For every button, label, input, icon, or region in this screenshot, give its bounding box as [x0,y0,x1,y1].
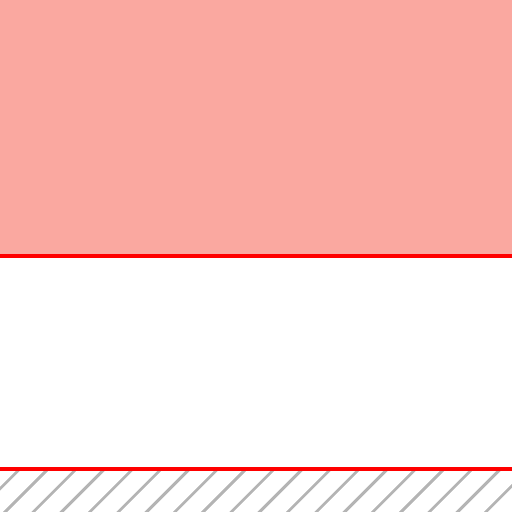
blank-band [0,258,512,467]
top-guide-line [0,254,512,258]
bottom-guide-line [0,467,512,471]
highlighted-band [0,0,512,255]
hatched-band [0,471,512,512]
